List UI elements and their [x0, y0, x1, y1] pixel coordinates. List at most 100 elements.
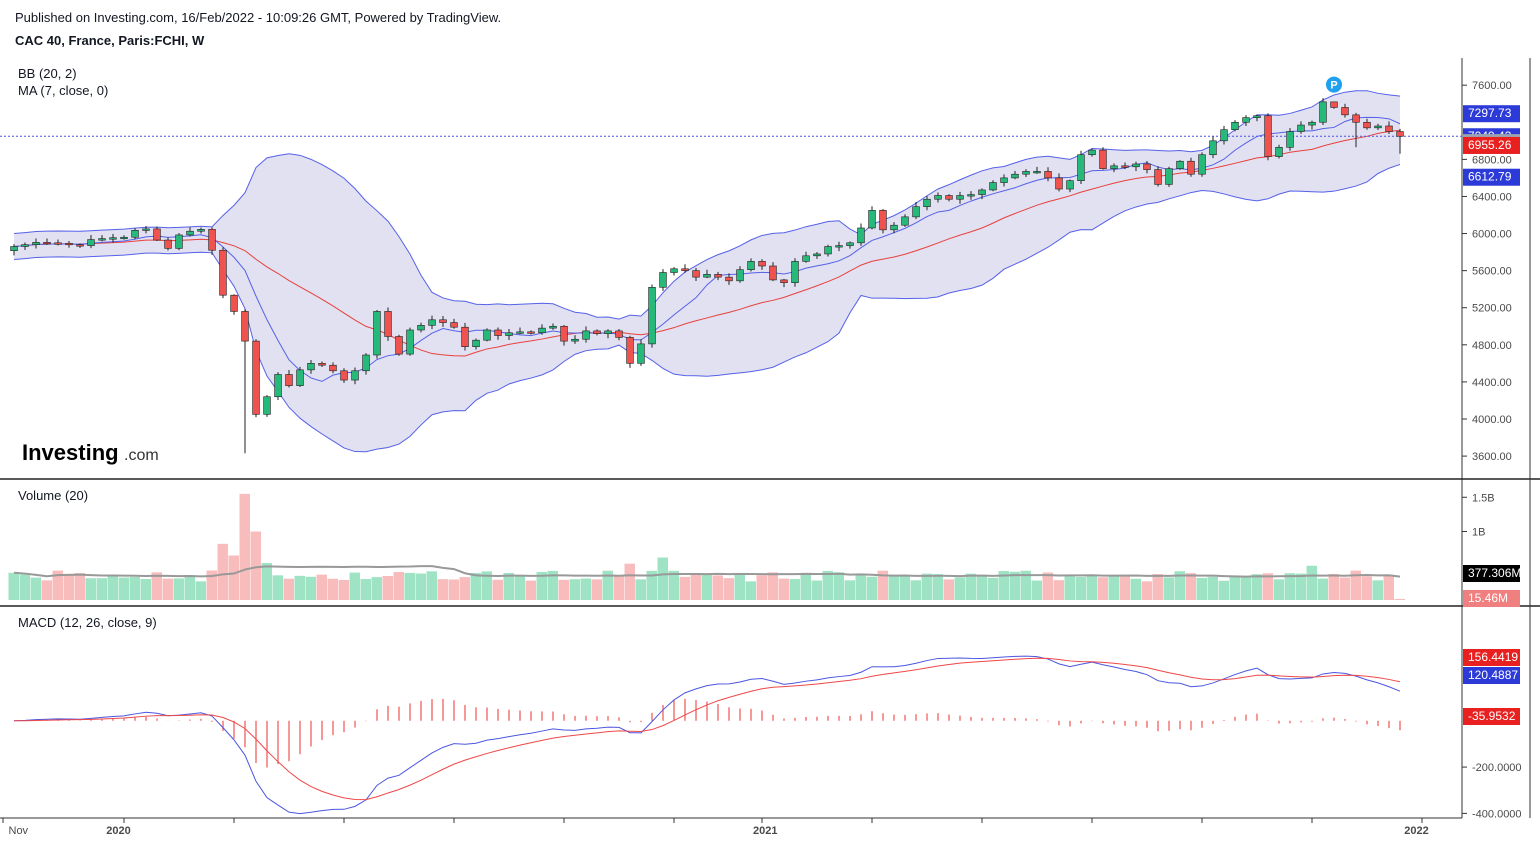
candle[interactable]	[824, 244, 832, 257]
candle[interactable]	[472, 338, 480, 350]
candle[interactable]	[868, 206, 876, 230]
candle[interactable]	[296, 366, 304, 388]
candle[interactable]	[780, 278, 788, 288]
candle[interactable]	[362, 353, 370, 375]
macd-pane[interactable]: MACD (12, 26, close, 9) -200.0000 -400.00…	[13, 615, 1522, 820]
candle[interactable]	[912, 202, 920, 220]
candle[interactable]	[835, 241, 843, 252]
candle[interactable]	[670, 267, 678, 276]
candle[interactable]	[725, 273, 733, 285]
candle[interactable]	[1187, 157, 1195, 177]
candle[interactable]	[1110, 163, 1118, 173]
candle[interactable]	[373, 310, 381, 359]
candle[interactable]	[32, 238, 40, 249]
candle[interactable]	[307, 360, 315, 374]
candle[interactable]	[450, 318, 458, 329]
candle[interactable]	[604, 329, 612, 339]
candle[interactable]	[153, 226, 161, 242]
candle[interactable]	[1363, 118, 1371, 130]
candle[interactable]	[461, 322, 469, 351]
candle[interactable]	[593, 329, 601, 336]
candle[interactable]	[1385, 121, 1393, 134]
candle[interactable]	[131, 228, 139, 240]
candle[interactable]	[901, 214, 909, 227]
candle[interactable]	[538, 324, 546, 335]
candle[interactable]	[197, 227, 205, 234]
candle[interactable]	[879, 209, 887, 234]
candle[interactable]	[120, 235, 128, 240]
candle[interactable]	[736, 266, 744, 283]
candle[interactable]	[923, 196, 931, 211]
candle[interactable]	[164, 237, 172, 251]
candle[interactable]	[1242, 115, 1250, 127]
volume-pane[interactable]: Volume (20) 1.5B 1B 377.306M 15.46M	[8, 488, 1522, 607]
candle[interactable]	[1275, 144, 1283, 159]
candle[interactable]	[274, 372, 282, 401]
candle[interactable]	[241, 309, 249, 454]
candle[interactable]	[406, 327, 414, 356]
candle[interactable]	[1121, 162, 1129, 170]
candle[interactable]	[505, 328, 513, 341]
candle[interactable]	[802, 251, 810, 263]
candles[interactable]	[10, 98, 1404, 454]
candle[interactable]	[890, 222, 898, 234]
candle[interactable]	[109, 233, 117, 243]
candle[interactable]	[516, 327, 524, 335]
candle[interactable]	[1396, 128, 1404, 154]
candle[interactable]	[1077, 150, 1085, 184]
candle[interactable]	[615, 328, 623, 341]
candle[interactable]	[846, 241, 854, 249]
candle[interactable]	[692, 267, 700, 281]
candle[interactable]	[186, 227, 194, 237]
candle[interactable]	[703, 269, 711, 279]
candle[interactable]	[769, 262, 777, 282]
candle[interactable]	[1319, 98, 1327, 125]
candle[interactable]	[219, 247, 227, 299]
candle[interactable]	[857, 223, 865, 246]
candle[interactable]	[1033, 166, 1041, 174]
candle[interactable]	[956, 191, 964, 204]
candle[interactable]	[1264, 113, 1272, 161]
candle[interactable]	[43, 238, 51, 245]
candle[interactable]	[65, 241, 73, 248]
price-pane[interactable]: P BB (20, 2) MA (7, close, 0) Investing …	[0, 66, 1520, 465]
candle[interactable]	[967, 191, 975, 200]
candle[interactable]	[637, 339, 645, 366]
candle[interactable]	[230, 294, 238, 315]
candle[interactable]	[142, 225, 150, 234]
candle[interactable]	[1330, 101, 1338, 109]
candle[interactable]	[1253, 114, 1261, 122]
candle[interactable]	[747, 258, 755, 272]
candle[interactable]	[439, 315, 447, 327]
candle[interactable]	[98, 235, 106, 242]
candle[interactable]	[560, 325, 568, 346]
candle[interactable]	[1088, 148, 1096, 157]
candle[interactable]	[1000, 174, 1008, 187]
candle[interactable]	[428, 315, 436, 330]
candle[interactable]	[1209, 136, 1217, 159]
candle[interactable]	[1055, 173, 1063, 192]
marker-circle[interactable]	[1326, 76, 1342, 93]
candle[interactable]	[582, 326, 590, 343]
candle[interactable]	[978, 188, 986, 200]
candle[interactable]	[483, 328, 491, 342]
candle[interactable]	[1154, 166, 1162, 187]
candle[interactable]	[648, 284, 656, 348]
candle[interactable]	[681, 264, 689, 273]
candle[interactable]	[494, 327, 502, 340]
candle[interactable]	[1176, 160, 1184, 170]
candle[interactable]	[1231, 120, 1239, 132]
candle[interactable]	[989, 180, 997, 192]
candle[interactable]	[813, 252, 821, 259]
candle[interactable]	[395, 334, 403, 356]
candle[interactable]	[1374, 123, 1382, 131]
candle[interactable]	[1044, 167, 1052, 182]
candle[interactable]	[1011, 170, 1019, 180]
candle[interactable]	[791, 258, 799, 287]
candle[interactable]	[10, 244, 18, 256]
candle[interactable]	[1066, 179, 1074, 193]
candle[interactable]	[1220, 125, 1228, 145]
candle[interactable]	[21, 242, 29, 251]
candle[interactable]	[1132, 161, 1140, 172]
candle[interactable]	[571, 335, 579, 344]
